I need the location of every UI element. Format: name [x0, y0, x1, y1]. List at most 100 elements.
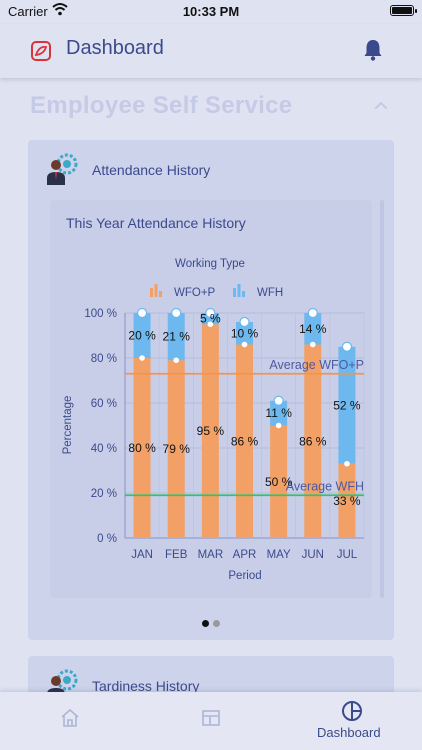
- data-label-wfo: 50 %: [265, 475, 293, 489]
- wifi-icon: [52, 3, 68, 16]
- data-label-wfh: 10 %: [231, 326, 259, 340]
- data-label-wfo: 86 %: [231, 434, 259, 448]
- data-label-wfh: 14 %: [299, 322, 327, 336]
- bar-wfh[interactable]: [304, 313, 322, 345]
- data-label-wfo: 80 %: [128, 441, 156, 455]
- tab-layout[interactable]: [140, 692, 282, 750]
- bar-wfh[interactable]: [270, 400, 288, 426]
- bar-wfo[interactable]: [167, 360, 185, 538]
- card-title: Tardiness History: [92, 678, 200, 694]
- battery-icon: [390, 5, 417, 16]
- attendance-chart: This Year Attendance History Working Typ…: [62, 215, 365, 582]
- y-tick-label: 60 %: [91, 398, 117, 410]
- bar-marker: [275, 422, 282, 429]
- reference-line-label: Average WFH: [286, 479, 364, 493]
- x-tick-label: MAR: [198, 549, 224, 561]
- x-tick-label: FEB: [165, 549, 188, 561]
- page-indicator[interactable]: [28, 614, 394, 632]
- bar-wfo[interactable]: [201, 324, 219, 538]
- legend-swatch: [233, 288, 236, 297]
- reference-line-label: Average WFO+P: [269, 358, 364, 372]
- bar-top-marker: [341, 341, 353, 352]
- chevron-up-icon[interactable]: [374, 100, 388, 110]
- legend-swatch: [237, 284, 241, 297]
- carrier-label: Carrier: [8, 4, 48, 19]
- legend-item[interactable]: WFO+P: [150, 284, 216, 299]
- clock: 10:33 PM: [182, 4, 240, 19]
- bar-top-marker: [307, 307, 318, 319]
- legend-label: WFH: [257, 287, 283, 299]
- bar-marker: [344, 460, 350, 467]
- x-tick-label: MAY: [267, 549, 291, 561]
- x-tick-label: APR: [233, 549, 257, 561]
- card-title: Attendance History: [92, 162, 211, 178]
- chart-panel[interactable]: This Year Attendance History Working Typ…: [50, 200, 384, 598]
- scroll-indicator: [380, 200, 384, 598]
- data-label-wfh: 21 %: [163, 330, 191, 344]
- bar-wfh[interactable]: [201, 313, 219, 325]
- legend-swatch: [154, 284, 158, 297]
- data-label-wfo: 95 %: [197, 424, 225, 438]
- bar-top-marker: [205, 307, 216, 319]
- legend-label: WFO+P: [174, 287, 216, 299]
- x-tick-label: JUN: [302, 549, 324, 561]
- status-bar: Carrier 10:33 PM: [0, 0, 422, 24]
- home-icon: [61, 708, 79, 727]
- tab-bar: Dashboard: [0, 692, 422, 750]
- tab-dashboard[interactable]: Dashboard: [282, 692, 422, 750]
- bar-wfo[interactable]: [236, 344, 253, 539]
- bar-top-marker: [171, 307, 182, 319]
- y-tick-label: 20 %: [91, 488, 117, 500]
- y-tick-label: 0 %: [97, 533, 117, 545]
- bar-marker: [139, 355, 145, 361]
- bar-top-marker: [239, 316, 250, 328]
- bar-wfh[interactable]: [167, 313, 185, 361]
- bar-top-marker: [273, 395, 284, 406]
- bar-marker: [207, 321, 214, 328]
- legend-swatch: [150, 288, 153, 297]
- bar-wfo[interactable]: [338, 463, 356, 538]
- dashboard-icon: [342, 701, 362, 721]
- data-label-wfo: 33 %: [333, 494, 361, 508]
- tab-dashboard-label: Dashboard: [317, 725, 381, 740]
- y-axis-title: Percentage: [62, 396, 74, 455]
- data-label-wfh: 5 %: [200, 312, 221, 326]
- bar-wfh[interactable]: [236, 322, 253, 345]
- bar-wfo[interactable]: [270, 425, 288, 539]
- app-logo-icon[interactable]: [30, 40, 52, 62]
- page-dot[interactable]: [213, 620, 220, 627]
- bar-wfh[interactable]: [338, 346, 356, 464]
- bar-marker: [241, 341, 248, 348]
- legend-title: Working Type: [175, 258, 245, 270]
- bar-marker: [309, 341, 316, 348]
- bar-top-marker: [136, 307, 148, 319]
- x-axis-title: Period: [228, 570, 261, 582]
- tab-home[interactable]: [0, 692, 140, 750]
- data-label-wfh: 11 %: [265, 406, 292, 420]
- section-title: Employee Self Service: [30, 92, 293, 119]
- notification-bell-icon[interactable]: [362, 38, 384, 62]
- data-label-wfh: 20 %: [128, 329, 156, 343]
- y-tick-label: 100 %: [84, 308, 117, 320]
- employee-gear-icon: [47, 153, 78, 185]
- page-title: Dashboard: [66, 37, 164, 59]
- attendance-history-card: Attendance History This Year Attendance …: [28, 140, 394, 640]
- x-tick-label: JAN: [131, 549, 153, 561]
- bar-wfo[interactable]: [133, 358, 151, 538]
- page-dot-active[interactable]: [202, 620, 209, 627]
- legend-swatch: [159, 291, 162, 297]
- bar-wfo[interactable]: [304, 344, 322, 539]
- x-tick-label: JUL: [337, 549, 358, 561]
- chart-title: This Year Attendance History: [66, 215, 246, 231]
- data-label-wfh: 52 %: [333, 398, 361, 412]
- legend-item[interactable]: WFH: [233, 284, 283, 299]
- bar-wfh[interactable]: [133, 313, 151, 358]
- data-label-wfo: 79 %: [163, 442, 191, 456]
- bar-marker: [173, 357, 180, 364]
- layout-icon: [202, 710, 220, 726]
- y-tick-label: 80 %: [91, 353, 117, 365]
- legend-swatch: [242, 291, 245, 297]
- y-tick-label: 40 %: [91, 443, 117, 455]
- app-header: Dashboard: [0, 24, 422, 78]
- data-label-wfo: 86 %: [299, 434, 327, 448]
